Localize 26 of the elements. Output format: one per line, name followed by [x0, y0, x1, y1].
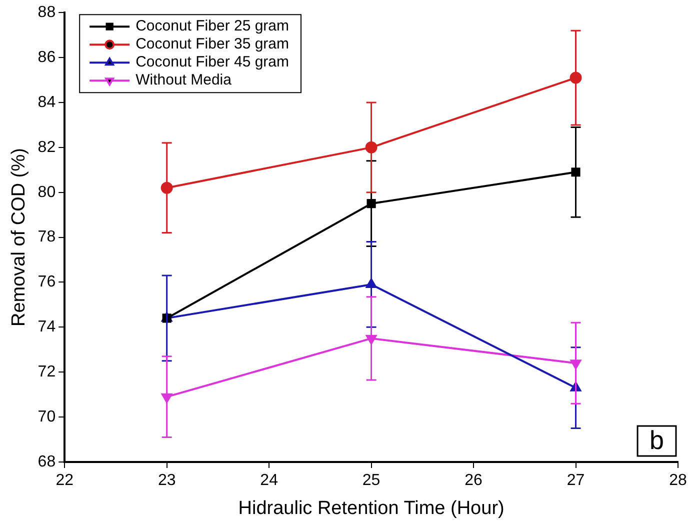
y-tick-label: 88 [38, 4, 56, 22]
y-tick-label: 70 [38, 408, 56, 426]
x-tick-label: 26 [464, 472, 483, 490]
y-tick-label: 72 [38, 364, 56, 381]
legend-label: Without Media [136, 72, 232, 89]
x-tick-label: 27 [566, 472, 585, 490]
legend-label: Coconut Fiber 35 gram [136, 36, 290, 53]
y-axis-title: Removal of COD (%) [8, 148, 30, 327]
legend-label: Coconut Fiber 25 gram [136, 18, 290, 35]
y-tick-label: 78 [38, 228, 56, 246]
point [571, 168, 580, 177]
y-tick-label: 86 [38, 48, 56, 66]
y-tick-label: 84 [38, 94, 56, 111]
x-tick-label: 24 [260, 472, 278, 490]
legend-label: Coconut Fiber 45 gram [136, 54, 290, 71]
x-tick-label: 23 [158, 472, 176, 490]
y-tick-label: 80 [38, 184, 56, 201]
x-axis-title: Hidraulic Retention Time (Hour) [238, 498, 504, 519]
x-tick-label: 28 [669, 472, 687, 490]
annotation: b [650, 425, 664, 456]
y-tick-label: 74 [38, 318, 56, 336]
x-tick-label: 22 [56, 472, 74, 490]
x-tick-label: 25 [362, 472, 380, 490]
y-tick-label: 68 [38, 453, 56, 470]
y-tick-label: 82 [38, 138, 56, 156]
y-tick-label: 76 [38, 274, 56, 291]
